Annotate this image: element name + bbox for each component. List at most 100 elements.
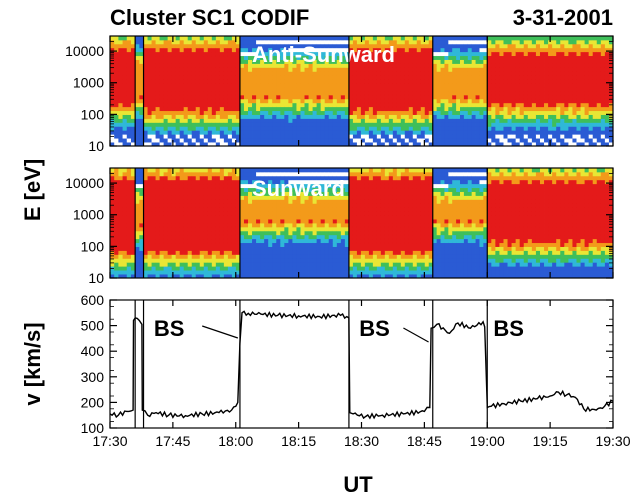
spectrogram-cell (252, 87, 257, 92)
spectrogram-cell (207, 63, 213, 68)
spectrogram-cell (288, 138, 293, 143)
spectrogram-cell (231, 270, 237, 275)
spectrogram-cell (388, 94, 394, 100)
spectrogram-cell (572, 71, 577, 76)
spectrogram-cell (284, 246, 289, 251)
spectrogram-cell (539, 110, 545, 115)
spectrogram-cell (604, 55, 610, 60)
spectrogram-cell (535, 83, 541, 88)
spectrogram-cell (118, 43, 123, 49)
spectrogram-cell (231, 94, 237, 100)
spectrogram-cell (171, 183, 177, 189)
spectrogram-cell (527, 51, 533, 57)
spectrogram-cell (256, 83, 261, 88)
spectrogram-cell (191, 63, 197, 68)
spectrogram-cell (235, 270, 241, 275)
spectrogram-cell (183, 175, 189, 181)
spectrogram-cell (448, 134, 453, 139)
spectrogram-cell (312, 75, 318, 80)
spectrogram-cell (199, 203, 205, 208)
spectrogram-cell (523, 59, 529, 64)
spectrogram-cell (219, 175, 225, 181)
spectrogram-cell (448, 87, 453, 92)
spectrogram-cell (324, 63, 330, 68)
spectrogram-cell (231, 226, 237, 232)
spectrogram-cell (527, 134, 533, 139)
spectrogram-cell (364, 59, 370, 64)
spectrogram-cell (456, 130, 461, 135)
spectrogram-cell (268, 79, 273, 84)
spectrogram-cell (167, 126, 173, 131)
spectrogram-cell (552, 110, 557, 115)
spectrogram-cell (592, 43, 598, 49)
spectrogram-cell (448, 91, 453, 96)
spectrogram-cell (126, 91, 132, 96)
spectrogram-cell (284, 51, 289, 57)
spectrogram-cell (159, 199, 165, 204)
spectrogram-cell (183, 242, 189, 247)
spectrogram-cell (207, 47, 213, 53)
spectrogram-cell (360, 51, 366, 57)
spectrogram-cell (110, 242, 115, 247)
spectrogram-cell (364, 98, 370, 104)
spectrogram-cell (288, 79, 293, 84)
spectrogram-cell (215, 126, 221, 131)
spectrogram-cell (223, 102, 229, 108)
spectrogram-cell (191, 270, 197, 275)
spectrogram-cell (304, 219, 309, 224)
spectrogram-cell (139, 83, 144, 88)
spectrogram-cell (320, 47, 326, 53)
spectrogram-cell (588, 87, 594, 92)
spectrogram-cell (191, 138, 197, 143)
spectrogram-cell (183, 187, 189, 192)
spectrogram-cell (324, 55, 330, 60)
spectrogram-cell (456, 63, 461, 68)
spectrogram-cell (139, 130, 144, 135)
spectrogram-cell (372, 106, 378, 112)
spectrogram-cell (491, 118, 496, 123)
spectrogram-cell (223, 175, 229, 181)
spectrogram-cell (260, 122, 265, 127)
spectrogram-cell (215, 226, 221, 232)
spectrogram-cell (203, 175, 209, 181)
spectrogram-cell (572, 87, 577, 92)
spectrogram-cell (292, 211, 297, 216)
spectrogram-cell (356, 91, 362, 96)
spectrogram-cell (163, 87, 169, 92)
spectrogram-cell (135, 36, 140, 41)
spectrogram-cell (272, 191, 277, 196)
spectrogram-cell (300, 203, 305, 208)
spectrogram-cell (211, 142, 217, 146)
spectrogram-cell (304, 126, 309, 131)
spectrogram-cell (312, 43, 318, 49)
spectrogram-cell (539, 98, 545, 104)
spectrogram-cell (256, 114, 261, 119)
spectrogram-cell (126, 79, 132, 84)
spectrogram-cell (126, 274, 132, 278)
spectrogram-cell (239, 270, 245, 275)
spectrogram-cell (548, 98, 553, 104)
spectrogram-cell (187, 171, 193, 177)
spectrogram-cell (195, 39, 201, 45)
spectrogram-cell (191, 106, 197, 112)
spectrogram-cell (404, 51, 410, 57)
spectrogram-cell (122, 274, 128, 278)
spectrogram-cell (183, 87, 189, 92)
spectrogram-cell (151, 254, 156, 259)
spectrogram-cell (396, 126, 402, 131)
spectrogram-cell (219, 238, 225, 244)
spectrogram-cell (187, 94, 193, 100)
spectrogram-cell (608, 43, 613, 49)
spectrogram-cell (392, 91, 398, 96)
spectrogram-cell (175, 122, 181, 127)
spectrogram-cell (231, 223, 237, 228)
spectrogram-cell (223, 258, 229, 263)
spectrogram-cell (122, 51, 128, 57)
spectrogram-cell (416, 110, 422, 115)
spectrogram-cell (239, 47, 245, 53)
spectrogram-cell (219, 246, 225, 251)
spectrogram-cell (495, 122, 500, 127)
spectrogram-cell (491, 114, 496, 119)
spectrogram-cell (580, 102, 586, 108)
spectrogram-cell (376, 43, 382, 49)
